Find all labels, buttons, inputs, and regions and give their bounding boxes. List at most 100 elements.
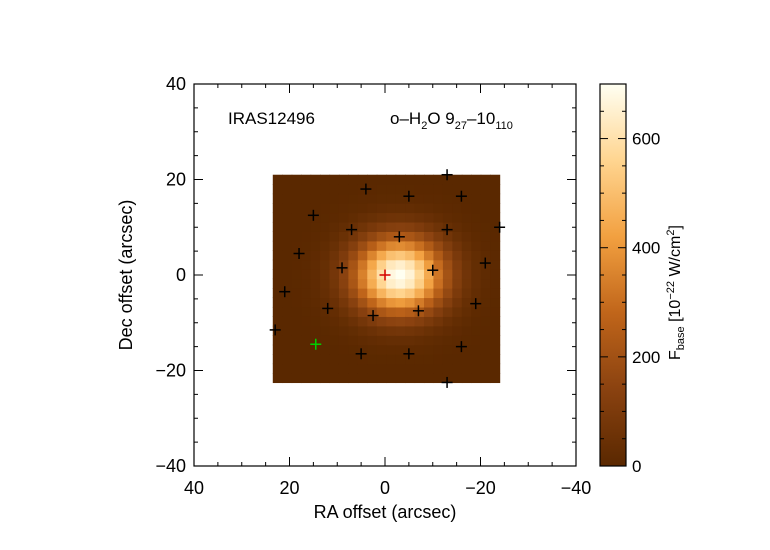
- heatmap-cell: [348, 372, 359, 384]
- heatmap-cell: [329, 316, 340, 327]
- heatmap-cell: [461, 193, 472, 204]
- heatmap-cell: [461, 278, 472, 289]
- heatmap-cell: [357, 354, 368, 365]
- heatmap-cell: [272, 316, 283, 327]
- heatmap-cell: [433, 240, 444, 251]
- heatmap-cell: [338, 316, 349, 327]
- heatmap-cell: [490, 184, 501, 195]
- x-tick-labels: 40 20 0 −20 −40: [184, 478, 591, 498]
- heatmap-cell: [395, 325, 406, 336]
- heatmap-cell: [338, 363, 349, 374]
- heatmap-cell: [461, 203, 472, 214]
- heatmap-cell: [414, 335, 425, 346]
- heatmap-cell: [291, 269, 302, 280]
- heatmap-cell: [471, 184, 482, 195]
- heatmap-cell: [291, 288, 302, 299]
- heatmap-cell: [461, 259, 472, 270]
- heatmap-cell: [433, 193, 444, 204]
- colorbar-tick-label: 400: [632, 239, 660, 258]
- heatmap-cell: [320, 174, 331, 185]
- heatmap-cell: [291, 193, 302, 204]
- heatmap-cell: [423, 193, 435, 204]
- heatmap-cell: [405, 335, 416, 346]
- source-name-label: IRAS12496: [228, 109, 315, 128]
- heatmap-cell: [471, 344, 482, 355]
- heatmap-cell: [395, 269, 406, 280]
- heatmap-cell: [329, 325, 340, 336]
- heatmap-cell: [433, 203, 444, 214]
- heatmap-cell: [423, 278, 435, 289]
- heatmap-cell: [471, 231, 482, 242]
- heatmap-cell: [423, 203, 435, 214]
- heatmap-cell: [471, 306, 482, 317]
- heatmap-cell: [367, 278, 378, 289]
- heatmap-cell: [320, 212, 331, 223]
- heatmap-cell: [376, 193, 387, 204]
- heatmap-cell: [329, 221, 340, 232]
- spaxel-marker: [427, 264, 439, 276]
- heatmap-cell: [348, 231, 359, 242]
- heatmap-cell: [272, 288, 283, 299]
- heatmap-cell: [272, 278, 283, 289]
- heatmap-cell: [376, 278, 387, 289]
- heatmap-cell: [291, 316, 302, 327]
- heatmap-cell: [433, 335, 444, 346]
- colorbar: [600, 84, 626, 466]
- heatmap-cell: [433, 288, 444, 299]
- heatmap-cell: [367, 288, 378, 299]
- heatmap-cell: [367, 354, 378, 365]
- heatmap-cell: [461, 316, 472, 327]
- heatmap-cell: [461, 335, 472, 346]
- heatmap-cell: [442, 193, 453, 204]
- heatmap-cell: [272, 221, 283, 232]
- heatmap-cell: [376, 221, 387, 232]
- heatmap-cell: [367, 174, 378, 185]
- heatmap-cell: [414, 212, 425, 223]
- heatmap-cell: [471, 212, 482, 223]
- heatmap-cell: [301, 278, 312, 289]
- heatmap-cell: [329, 203, 340, 214]
- heatmap-cell: [461, 288, 472, 299]
- heatmap-cell: [357, 278, 368, 289]
- heatmap-cell: [338, 250, 349, 261]
- heatmap-cell: [338, 240, 349, 251]
- heatmap-cell: [376, 288, 387, 299]
- heatmap-cell: [490, 174, 501, 185]
- heatmap-cell: [405, 288, 416, 299]
- heatmap-cell: [414, 240, 425, 251]
- spaxel-marker: [322, 302, 334, 314]
- heatmap-cell: [414, 174, 425, 185]
- heatmap-cell: [357, 250, 368, 261]
- heatmap-cell: [442, 269, 453, 280]
- spaxel-marker: [403, 190, 415, 202]
- heatmap-cell: [395, 316, 406, 327]
- heatmap-cell: [376, 259, 387, 270]
- heatmap-cell: [433, 259, 444, 270]
- heatmap-cell: [461, 363, 472, 374]
- heatmap-cell: [320, 278, 331, 289]
- heatmap-cell: [272, 184, 283, 195]
- heatmap-cell: [348, 193, 359, 204]
- heatmap-cell: [423, 250, 435, 261]
- heatmap-cell: [490, 306, 501, 317]
- heatmap-cell: [301, 306, 312, 317]
- heatmap-cell: [348, 344, 359, 355]
- heatmap-cell: [301, 325, 312, 336]
- heatmap-cell: [348, 297, 359, 308]
- heatmap-cell: [310, 203, 321, 214]
- heatmap-cell: [414, 306, 425, 317]
- heatmap-cell: [291, 372, 302, 384]
- y-tick-label: 20: [166, 170, 186, 190]
- heatmap-cell: [320, 203, 331, 214]
- y-tick-label: −40: [155, 456, 186, 476]
- heatmap-cell: [348, 306, 359, 317]
- spaxel-marker: [455, 341, 467, 353]
- heatmap-cell: [442, 288, 453, 299]
- heatmap-cell: [376, 363, 387, 374]
- heatmap-cell: [272, 306, 283, 317]
- heatmap-cell: [490, 316, 501, 327]
- heatmap-cell: [405, 278, 416, 289]
- heatmap-cell: [338, 259, 349, 270]
- heatmap-cell: [414, 193, 425, 204]
- heatmap-cell: [272, 297, 283, 308]
